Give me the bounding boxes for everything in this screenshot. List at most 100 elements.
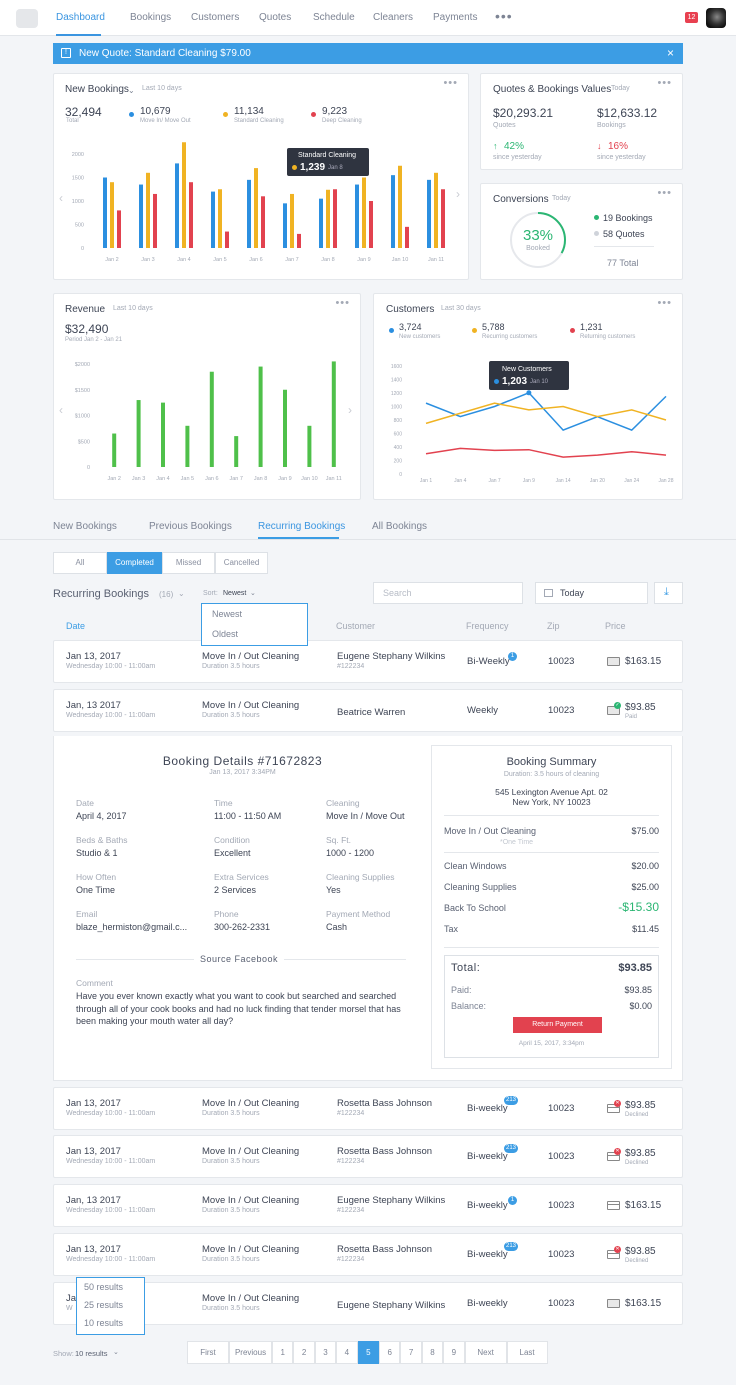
more-options-icon[interactable]: ••• bbox=[657, 297, 672, 309]
column-customer[interactable]: Customer bbox=[336, 621, 376, 631]
return-payment-button[interactable]: Return Payment bbox=[513, 1017, 602, 1033]
bar[interactable] bbox=[247, 179, 251, 248]
pagination-3[interactable]: 3 bbox=[314, 1341, 337, 1364]
series-line[interactable] bbox=[425, 402, 667, 425]
table-row[interactable]: Jan 13, 2017 Wednesday 10:00 - 11:00am Mov… bbox=[53, 1135, 683, 1178]
tab-all-bookings[interactable]: All Bookings bbox=[372, 521, 428, 532]
bar[interactable] bbox=[283, 203, 287, 248]
nav-cleaners[interactable]: Cleaners bbox=[373, 12, 414, 23]
sort-option-newest[interactable]: Newest bbox=[212, 609, 243, 619]
bar[interactable] bbox=[331, 361, 336, 467]
bar[interactable] bbox=[369, 201, 373, 248]
bar[interactable] bbox=[319, 198, 323, 248]
chevron-left-icon[interactable]: ‹ bbox=[59, 403, 63, 417]
chevron-down-icon[interactable]: ⌄ bbox=[178, 589, 185, 598]
bar[interactable] bbox=[391, 175, 395, 248]
sort-option-oldest[interactable]: Oldest bbox=[212, 629, 239, 639]
pagination-1[interactable]: 1 bbox=[272, 1341, 294, 1364]
bar[interactable] bbox=[161, 402, 165, 467]
filter-cancelled[interactable]: Cancelled bbox=[215, 552, 268, 574]
series-line[interactable] bbox=[425, 391, 667, 432]
bar[interactable] bbox=[117, 210, 121, 248]
page-size-option[interactable]: 25 results bbox=[84, 1300, 124, 1310]
row-customer[interactable]: Rosetta Bass Johnson bbox=[337, 1098, 433, 1109]
chevron-left-icon[interactable]: ‹ bbox=[59, 191, 63, 205]
card-title[interactable]: Customers bbox=[386, 304, 435, 315]
table-row[interactable]: Jan 13, 2017 Wednesday 10:00 - 11:00am Mov… bbox=[53, 1087, 683, 1130]
bar[interactable] bbox=[405, 226, 409, 248]
more-options-icon[interactable]: ••• bbox=[657, 187, 672, 199]
bar[interactable] bbox=[355, 184, 359, 248]
row-customer[interactable]: Rosetta Bass Johnson bbox=[337, 1244, 433, 1255]
row-customer[interactable]: Beatrice Warren bbox=[337, 707, 406, 718]
pagination-7[interactable]: 7 bbox=[400, 1341, 422, 1364]
bar[interactable] bbox=[103, 177, 107, 249]
chevron-down-icon[interactable]: ⌄ bbox=[113, 1349, 119, 1356]
chevron-down-icon[interactable]: ⌄ bbox=[128, 86, 135, 95]
pagination-next[interactable]: Next bbox=[464, 1341, 507, 1364]
bar[interactable] bbox=[297, 233, 301, 248]
table-row[interactable]: Ja W Move In / Out Cleaning Duration 3.5 ho… bbox=[53, 1282, 683, 1325]
tab-previous-bookings[interactable]: Previous Bookings bbox=[149, 521, 232, 532]
series-line[interactable] bbox=[425, 447, 667, 458]
card-title[interactable]: New Bookings bbox=[65, 84, 129, 95]
bar[interactable] bbox=[136, 400, 141, 467]
bar[interactable] bbox=[110, 182, 114, 248]
bar[interactable] bbox=[189, 182, 193, 248]
card-title[interactable]: Quotes & Bookings Values bbox=[493, 84, 612, 95]
search-input[interactable]: Search bbox=[373, 582, 523, 604]
card-title[interactable]: Revenue bbox=[65, 304, 106, 315]
nav-payments[interactable]: Payments bbox=[433, 12, 478, 23]
table-row[interactable]: Jan, 13 2017 Wednesday 10:00 - 11:00am Mov… bbox=[53, 689, 683, 732]
bar[interactable] bbox=[146, 172, 150, 248]
bar[interactable] bbox=[218, 189, 222, 248]
bar[interactable] bbox=[283, 389, 287, 467]
bar[interactable] bbox=[175, 163, 179, 248]
bar[interactable] bbox=[333, 189, 337, 248]
nav-quotes[interactable]: Quotes bbox=[259, 12, 292, 23]
more-options-icon[interactable]: ••• bbox=[335, 297, 350, 309]
banner-text[interactable]: New Quote: Standard Cleaning $79.00 bbox=[79, 48, 251, 59]
bar[interactable] bbox=[182, 142, 186, 248]
pagination-2[interactable]: 2 bbox=[293, 1341, 315, 1364]
bar[interactable] bbox=[209, 371, 214, 467]
table-row[interactable]: Jan 13, 2017 Wednesday 10:00 - 11:00am Mov… bbox=[53, 640, 683, 683]
page-size-option[interactable]: 50 results bbox=[84, 1282, 124, 1292]
row-customer[interactable]: Rosetta Bass Johnson bbox=[337, 1146, 433, 1157]
more-options-icon[interactable]: ••• bbox=[657, 77, 672, 89]
sort-select[interactable]: Newest bbox=[223, 590, 247, 597]
table-row[interactable]: Jan 13, 2017 Wednesday 10:00 - 11:00am Mov… bbox=[53, 1233, 683, 1276]
chevron-down-icon[interactable]: ⌄ bbox=[250, 590, 256, 597]
pagination-last[interactable]: Last bbox=[506, 1341, 548, 1364]
pagination-9[interactable]: 9 bbox=[443, 1341, 465, 1364]
bar[interactable] bbox=[139, 184, 143, 248]
logo[interactable] bbox=[16, 9, 38, 28]
bar[interactable] bbox=[185, 425, 190, 467]
more-options-icon[interactable]: ••• bbox=[443, 77, 458, 89]
bar[interactable] bbox=[398, 165, 402, 248]
column-frequency[interactable]: Frequency bbox=[466, 621, 509, 631]
filter-missed[interactable]: Missed bbox=[162, 552, 215, 574]
notification-badge[interactable]: 12 bbox=[685, 12, 698, 23]
pagination-6[interactable]: 6 bbox=[379, 1341, 401, 1364]
bar[interactable] bbox=[261, 196, 265, 248]
nav-customers[interactable]: Customers bbox=[191, 12, 240, 23]
row-customer[interactable]: Eugene Stephany Wilkins bbox=[337, 1300, 446, 1311]
pagination-5[interactable]: 5 bbox=[357, 1341, 379, 1364]
date-filter[interactable]: Today bbox=[535, 582, 648, 604]
more-menu-icon[interactable]: ••• bbox=[495, 8, 513, 24]
chevron-right-icon[interactable]: › bbox=[348, 403, 352, 417]
close-icon[interactable]: × bbox=[666, 46, 674, 60]
bar[interactable] bbox=[326, 189, 330, 248]
row-customer[interactable]: Eugene Stephany Wilkins bbox=[337, 651, 446, 662]
user-avatar[interactable] bbox=[706, 8, 726, 28]
download-button[interactable]: ⤓ bbox=[654, 582, 683, 604]
column-date[interactable]: Date bbox=[66, 621, 86, 631]
bar[interactable] bbox=[254, 168, 258, 248]
column-price[interactable]: Price bbox=[605, 621, 626, 631]
filter-all[interactable]: All bbox=[53, 552, 107, 574]
filter-completed[interactable]: Completed bbox=[107, 552, 162, 574]
bar[interactable] bbox=[427, 179, 431, 248]
bar[interactable] bbox=[153, 193, 157, 248]
chevron-right-icon[interactable]: › bbox=[456, 187, 460, 201]
